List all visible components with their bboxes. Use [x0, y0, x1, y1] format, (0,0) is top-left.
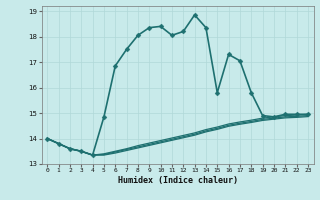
X-axis label: Humidex (Indice chaleur): Humidex (Indice chaleur): [118, 176, 237, 185]
